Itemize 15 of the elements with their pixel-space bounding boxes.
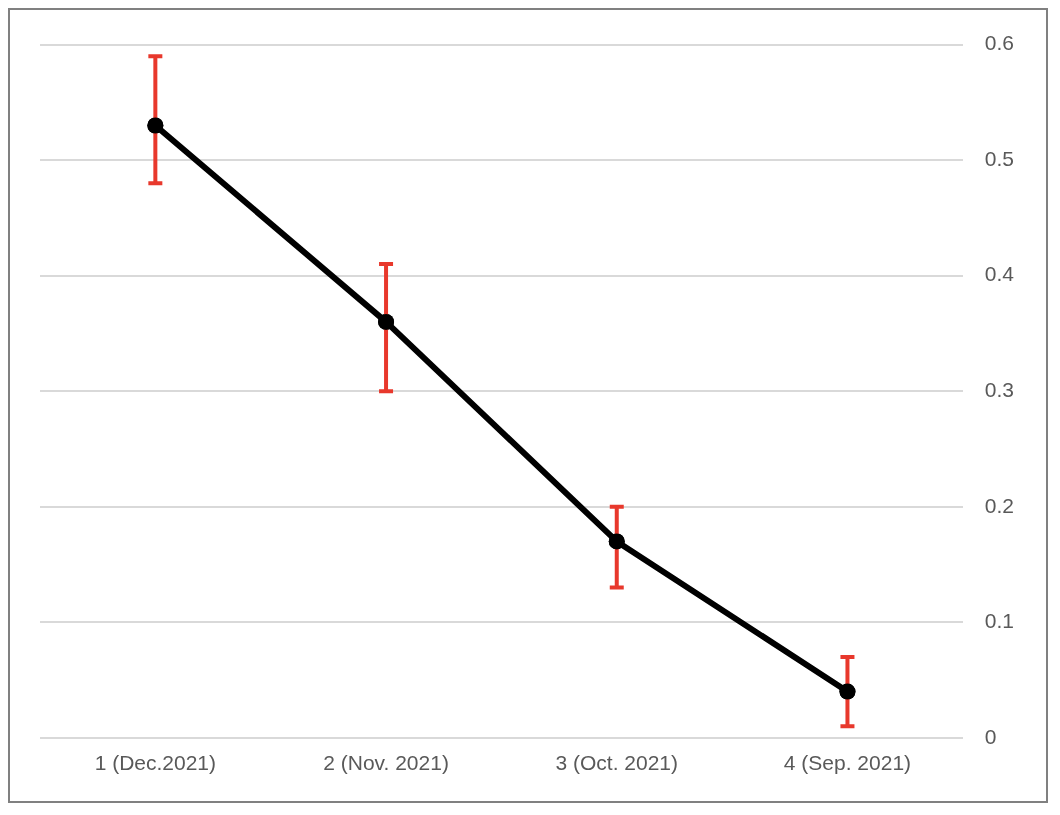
y-tick-label: 0.5 xyxy=(984,146,1015,170)
point xyxy=(378,313,395,330)
y-tick-label: 0 xyxy=(984,724,997,748)
x-tick-label: 2 (Nov. 2021) xyxy=(323,751,449,775)
x-tick-label: 3 (Oct. 2021) xyxy=(555,751,679,775)
point xyxy=(147,117,164,134)
y-tick-label: 0.6 xyxy=(984,31,1015,55)
point xyxy=(608,533,625,550)
x-tick-label: 4 (Sep. 2021) xyxy=(783,751,912,775)
y-tick-label: 0.3 xyxy=(984,378,1015,401)
point xyxy=(839,683,856,700)
y-tick-label: 0.1 xyxy=(984,609,1015,633)
y-tick-label: 0.4 xyxy=(984,262,1015,286)
y-tick-label: 0.2 xyxy=(984,493,1015,517)
x-tick-label: 1 (Dec.2021) xyxy=(94,751,217,775)
